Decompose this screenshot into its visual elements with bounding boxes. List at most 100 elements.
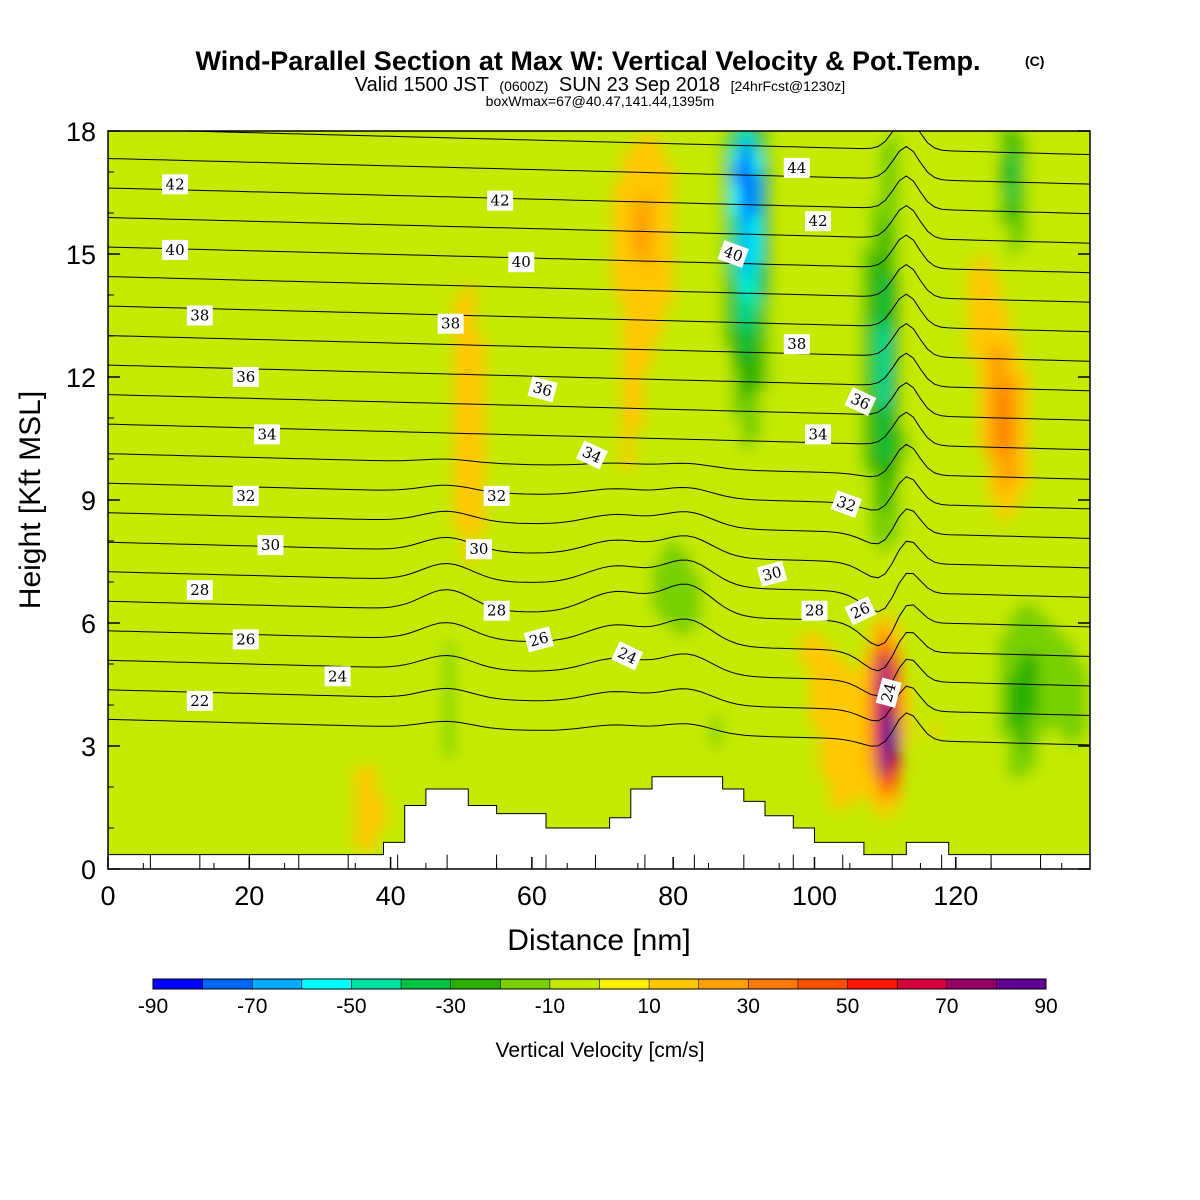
velocity-cell [1027, 653, 1039, 666]
velocity-cell [612, 264, 624, 276]
velocity-cell [206, 161, 218, 174]
velocity-cell [394, 305, 406, 317]
velocity-cell [404, 746, 416, 758]
velocity-cell [681, 418, 693, 430]
velocity-cell [523, 438, 535, 450]
velocity-cell [691, 397, 703, 409]
velocity-cell [889, 336, 901, 348]
velocity-cell [1027, 141, 1039, 153]
velocity-cell [543, 551, 555, 563]
velocity-cell [464, 356, 475, 368]
velocity-cell [741, 284, 752, 297]
velocity-cell [206, 284, 218, 297]
velocity-cell [147, 438, 159, 450]
velocity-cell [820, 725, 831, 737]
velocity-cell [681, 623, 693, 635]
velocity-cell [483, 746, 495, 758]
velocity-cell [681, 438, 693, 450]
velocity-cell [642, 356, 653, 368]
velocity-cell [523, 448, 535, 461]
velocity-cell [236, 243, 248, 256]
velocity-cell [800, 459, 812, 471]
velocity-cell [335, 612, 347, 625]
velocity-cell [711, 182, 723, 194]
velocity-cell [958, 469, 970, 481]
velocity-cell [187, 254, 198, 266]
velocity-cell [780, 407, 792, 419]
velocity-cell [305, 664, 317, 676]
velocity-cell [563, 623, 574, 635]
velocity-cell [276, 520, 287, 532]
velocity-cell [859, 182, 871, 194]
velocity-cell [464, 510, 475, 522]
velocity-cell [928, 161, 940, 174]
velocity-cell [286, 592, 297, 604]
velocity-cell [236, 817, 248, 830]
velocity-cell [582, 694, 594, 707]
velocity-cell [256, 397, 268, 409]
velocity-cell [187, 612, 198, 625]
velocity-cell [533, 346, 545, 358]
velocity-cell [1077, 397, 1089, 409]
velocity-cell [968, 633, 980, 645]
velocity-cell [572, 233, 584, 245]
velocity-cell [1008, 469, 1019, 481]
velocity-cell [404, 756, 416, 768]
velocity-cell [869, 766, 881, 778]
velocity-cell [1067, 735, 1079, 748]
velocity-cell [335, 428, 347, 440]
velocity-cell [1027, 715, 1039, 727]
velocity-cell [533, 469, 545, 481]
velocity-cell [117, 243, 129, 256]
velocity-cell [859, 325, 871, 338]
velocity-cell [899, 172, 911, 184]
velocity-cell [493, 694, 505, 707]
velocity-cell [592, 715, 604, 727]
velocity-cell [177, 828, 189, 840]
velocity-cell [127, 346, 139, 358]
velocity-cell [256, 377, 268, 389]
velocity-cell [216, 500, 228, 512]
velocity-cell [859, 264, 871, 276]
velocity-cell [780, 202, 792, 215]
velocity-cell [434, 664, 446, 676]
velocity-cell [375, 459, 386, 471]
velocity-cell [592, 684, 604, 696]
velocity-cell [187, 346, 198, 358]
velocity-cell [592, 766, 604, 778]
velocity-cell [632, 592, 644, 604]
velocity-cell [404, 325, 416, 338]
velocity-cell [572, 418, 584, 430]
velocity-cell [849, 541, 861, 553]
velocity-cell [384, 305, 396, 317]
velocity-cell [197, 161, 208, 174]
velocity-cell [889, 243, 901, 256]
velocity-cell [998, 561, 1010, 573]
velocity-cell [1087, 746, 1090, 758]
velocity-cell [355, 387, 367, 399]
velocity-cell [602, 807, 614, 819]
velocity-cell [612, 274, 624, 286]
velocity-cell [335, 684, 347, 696]
velocity-cell [108, 807, 119, 819]
velocity-cell [305, 561, 317, 573]
velocity-cell [335, 346, 347, 358]
velocity-cell [206, 377, 218, 389]
velocity-cell [325, 653, 337, 666]
velocity-cell [780, 776, 792, 789]
velocity-cell [839, 305, 851, 317]
velocity-cell [1017, 735, 1029, 748]
velocity-cell [147, 551, 159, 563]
velocity-cell [384, 735, 396, 748]
velocity-cell [998, 838, 1010, 850]
velocity-cell [345, 510, 357, 522]
velocity-cell [117, 592, 129, 604]
velocity-cell [691, 664, 703, 676]
velocity-cell [355, 192, 367, 204]
velocity-cell [236, 428, 248, 440]
velocity-cell [553, 510, 564, 522]
velocity-cell [246, 705, 258, 717]
velocity-cell [503, 243, 515, 256]
velocity-cell [256, 172, 268, 184]
velocity-cell [197, 530, 208, 543]
